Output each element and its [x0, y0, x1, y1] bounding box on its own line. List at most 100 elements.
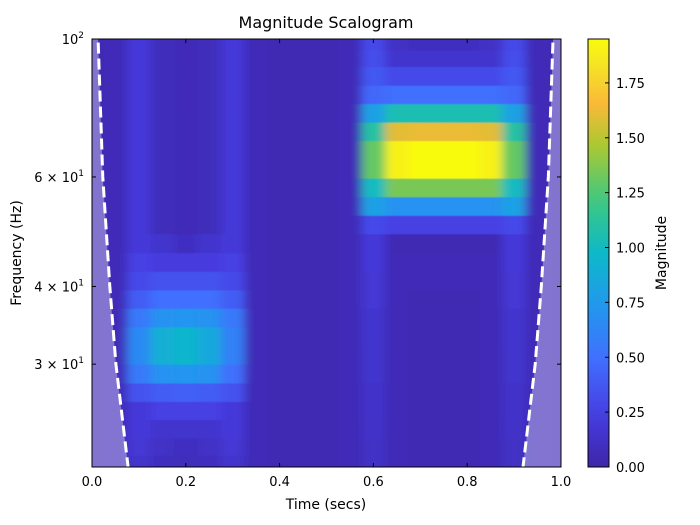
chart-title: Magnitude Scalogram [239, 13, 414, 32]
heatmap-cell [455, 271, 480, 291]
heatmap-cell [408, 159, 433, 180]
plot-frame [91, 38, 562, 468]
colorbar-tick-label: 0.50 [616, 351, 645, 366]
heatmap-cell [197, 67, 222, 87]
heatmap-cell [478, 364, 503, 384]
heatmap-cell [314, 67, 339, 87]
heatmap-cell [432, 141, 456, 161]
heatmap-cell [127, 141, 152, 161]
heatmap-cell [385, 39, 410, 52]
heatmap-cell [291, 104, 316, 124]
heatmap-cell [174, 271, 199, 291]
heatmap-cell [525, 438, 550, 457]
heatmap-cell [455, 290, 480, 310]
heatmap-cell [291, 178, 316, 198]
heatmap-cell [197, 420, 222, 439]
heatmap-cell [314, 383, 339, 403]
heatmap-cell [127, 50, 152, 68]
heatmap-cell [361, 438, 386, 457]
heatmap-cell [549, 50, 561, 68]
heatmap-cell [455, 39, 480, 52]
heatmap-cell [502, 401, 527, 421]
heatmap-cell [197, 215, 222, 235]
heatmap-cell [525, 346, 550, 366]
heatmap-cell [197, 197, 222, 217]
heatmap-cell [174, 455, 199, 467]
heatmap-cell [220, 253, 245, 273]
heatmap-cell [361, 420, 386, 439]
heatmap-cell [92, 290, 105, 310]
heatmap-cell [127, 215, 152, 235]
heatmap-cell [314, 401, 339, 421]
heatmap-cell [525, 197, 550, 217]
heatmap-cell [455, 401, 480, 421]
heatmap-cell [338, 104, 363, 124]
heatmap-cell [220, 308, 245, 328]
heatmap-cell [220, 50, 245, 68]
colorbar-axis: 0.00 0.25 0.50 0.75 1.00 1.25 1.50 1.75 [605, 77, 645, 476]
heatmap-cell [549, 438, 561, 457]
heatmap-cell [314, 159, 339, 180]
heatmap-cell [432, 39, 456, 52]
heatmap-cell [455, 141, 480, 161]
heatmap-cell [197, 438, 222, 457]
heatmap-cell [267, 178, 292, 198]
heatmap-cell [127, 159, 152, 180]
heatmap-cell [432, 215, 456, 235]
heatmap-cell [408, 401, 433, 421]
heatmap-cell [525, 215, 550, 235]
colorbar-tick-label: 0.75 [616, 296, 645, 311]
heatmap-cell [525, 364, 550, 384]
heatmap-cell [361, 327, 386, 347]
heatmap-cell [291, 197, 316, 217]
heatmap-cell [314, 50, 339, 68]
heatmap-cell [525, 178, 550, 198]
heatmap-cell [502, 104, 527, 124]
heatmap-cell [408, 346, 433, 366]
heatmap-cell [127, 455, 152, 467]
heatmap-cell [338, 50, 363, 68]
heatmap-cell [150, 346, 175, 366]
heatmap-cell [338, 39, 363, 52]
heatmap-cell [150, 420, 175, 439]
heatmap-cell [103, 455, 128, 467]
heatmap-cell [267, 364, 292, 384]
heatmap-cell [338, 290, 363, 310]
heatmap-cell [478, 178, 503, 198]
heatmap-cell [408, 178, 433, 198]
heatmap-cell [267, 215, 292, 235]
heatmap-cell [267, 159, 292, 180]
heatmap-cell [385, 178, 410, 198]
heatmap-cell [549, 197, 561, 217]
heatmap-cell [174, 290, 199, 310]
heatmap-cell [338, 85, 363, 105]
heatmap-cell [525, 39, 550, 52]
heatmap-cell [314, 271, 339, 291]
heatmap-cell [103, 67, 128, 87]
heatmap-cell [150, 39, 175, 52]
heatmap-cell [478, 383, 503, 403]
heatmap-cell [197, 271, 222, 291]
heatmap-cell [361, 271, 386, 291]
heatmap-cell [502, 50, 527, 68]
heatmap-cell [220, 346, 245, 366]
heatmap-cell [549, 122, 561, 142]
heatmap-cell [174, 401, 199, 421]
heatmap-cell [455, 178, 480, 198]
x-tick-label: 0.0 [82, 475, 103, 490]
heatmap-cell [267, 50, 292, 68]
heatmap-cell [220, 271, 245, 291]
heatmap-cell [267, 438, 292, 457]
heatmap-cell [92, 253, 105, 273]
heatmap-cell [361, 50, 386, 68]
heatmap-cell [338, 327, 363, 347]
heatmap-cell [385, 234, 410, 254]
heatmap-cell [361, 234, 386, 254]
heatmap-cell [338, 308, 363, 328]
heatmap-cell [549, 85, 561, 105]
heatmap-cell [432, 420, 456, 439]
heatmap-cell [244, 104, 269, 124]
heatmap-cell [150, 401, 175, 421]
heatmap-cell [478, 346, 503, 366]
heatmap-cell [174, 67, 199, 87]
